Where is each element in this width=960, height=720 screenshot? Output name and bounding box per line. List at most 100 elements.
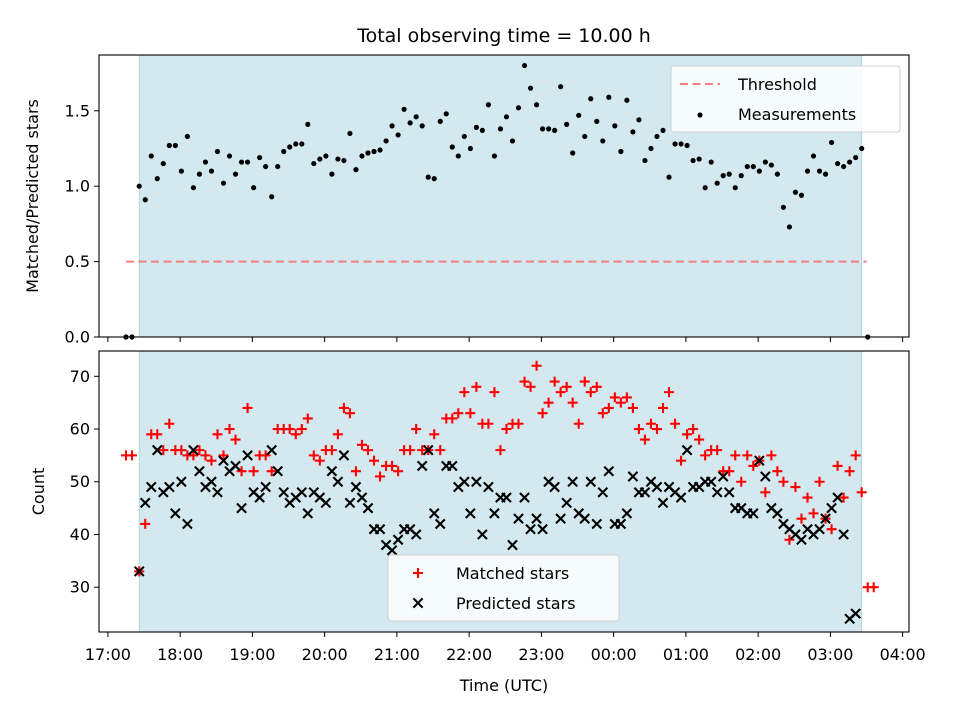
top-y-axis-ticks: 0.0 0.5 1.0 1.5 bbox=[65, 101, 99, 347]
measurement-point bbox=[768, 162, 774, 168]
measurement-point bbox=[455, 153, 461, 159]
bottom-legend: Matched stars Predicted stars bbox=[387, 554, 620, 622]
measurement-point bbox=[377, 147, 383, 153]
measurement-point bbox=[859, 145, 865, 152]
matched-star-marker bbox=[314, 455, 325, 466]
y-tick-label: 50 bbox=[70, 472, 90, 491]
measurement-point bbox=[810, 153, 817, 159]
predicted-star-marker bbox=[489, 508, 500, 519]
matched-star-marker bbox=[555, 387, 566, 398]
predicted-star-marker bbox=[717, 471, 729, 482]
predicted-star-marker bbox=[260, 481, 271, 493]
measurement-point bbox=[196, 171, 203, 177]
measurement-point bbox=[509, 138, 516, 144]
measurement-point bbox=[190, 185, 197, 191]
predicted-star-marker bbox=[458, 476, 470, 488]
top-y-axis-label: Matched/Predicted stars bbox=[23, 99, 42, 293]
matched-star-marker bbox=[826, 524, 837, 535]
measurement-point bbox=[371, 148, 377, 155]
y-tick-label: 1.0 bbox=[65, 177, 90, 196]
predicted-star-marker bbox=[296, 486, 308, 498]
measurement-point bbox=[148, 153, 154, 159]
measurement-point bbox=[720, 173, 726, 179]
measurement-point bbox=[395, 132, 401, 138]
measurement-point bbox=[744, 163, 750, 170]
predicted-star-marker bbox=[422, 444, 434, 456]
predicted-star-marker bbox=[657, 497, 669, 509]
matched-star-marker bbox=[742, 450, 753, 461]
matched-star-marker bbox=[230, 434, 241, 445]
measurement-point bbox=[798, 192, 805, 198]
predicted-star-marker bbox=[266, 444, 278, 456]
matched-star-marker bbox=[543, 397, 554, 408]
measurement-point bbox=[497, 126, 504, 132]
predicted-star-marker bbox=[681, 444, 693, 456]
matched-star-marker bbox=[796, 513, 807, 524]
matched-star-marker bbox=[651, 424, 662, 435]
measurement-point bbox=[269, 194, 275, 200]
measurement-point bbox=[841, 163, 847, 170]
measurement-point bbox=[684, 142, 690, 149]
measurement-point bbox=[263, 163, 269, 170]
matched-star-marker bbox=[188, 450, 199, 461]
measurement-point bbox=[473, 124, 479, 130]
measurement-point bbox=[437, 118, 443, 124]
matched-star-marker bbox=[296, 424, 307, 435]
y-tick-label: 70 bbox=[70, 367, 90, 386]
measurement-point bbox=[461, 133, 467, 140]
matched-star-marker bbox=[525, 381, 536, 392]
legend-matched-label: Matched stars bbox=[456, 564, 569, 583]
matched-star-marker bbox=[772, 466, 783, 477]
matched-star-marker bbox=[712, 445, 723, 456]
predicted-star-marker bbox=[537, 523, 548, 535]
matched-star-marker bbox=[802, 492, 813, 503]
measurement-point bbox=[142, 197, 148, 203]
predicted-star-marker bbox=[567, 476, 579, 488]
measurement-point bbox=[389, 123, 395, 129]
matched-star-marker bbox=[850, 450, 861, 461]
measurement-point bbox=[359, 153, 365, 159]
matched-star-marker bbox=[730, 450, 741, 461]
predicted-star-marker bbox=[392, 534, 404, 546]
predicted-star-marker bbox=[501, 492, 512, 503]
matched-star-marker bbox=[369, 455, 380, 466]
predicted-star-marker bbox=[176, 476, 187, 488]
matched-star-marker bbox=[405, 445, 416, 456]
predicted-star-marker bbox=[549, 481, 560, 493]
predicted-star-marker bbox=[163, 481, 175, 493]
matched-star-marker bbox=[832, 460, 843, 471]
measurement-point bbox=[287, 144, 293, 150]
measurement-point bbox=[708, 159, 714, 165]
bottom-legend-box bbox=[387, 554, 620, 622]
predicted-star-marker bbox=[350, 481, 362, 493]
predicted-star-marker bbox=[320, 497, 332, 509]
matched-star-marker bbox=[688, 424, 699, 435]
x-tick-label: 03:00 bbox=[807, 645, 853, 664]
predicted-star-marker bbox=[356, 492, 368, 503]
predicted-star-marker bbox=[772, 508, 783, 519]
bottom-axes-frame bbox=[98, 350, 910, 633]
predicted-star-marker bbox=[471, 476, 482, 488]
matched-star-marker bbox=[790, 482, 801, 493]
matched-star-marker bbox=[645, 418, 656, 429]
measurement-point bbox=[690, 157, 696, 164]
measurement-point bbox=[449, 144, 455, 150]
measurement-point bbox=[804, 168, 811, 174]
measurement-point bbox=[154, 176, 160, 182]
measurement-point bbox=[533, 102, 540, 108]
x-tick-label: 21:00 bbox=[374, 645, 420, 664]
measurement-point bbox=[600, 138, 606, 144]
matched-star-marker bbox=[411, 424, 422, 435]
matched-star-marker bbox=[200, 450, 211, 461]
matched-star-marker bbox=[603, 402, 614, 413]
matched-star-marker bbox=[664, 387, 675, 398]
x-tick-label: 02:00 bbox=[735, 645, 781, 664]
measurement-point bbox=[582, 133, 588, 140]
measurement-point bbox=[401, 106, 407, 112]
measurement-point bbox=[570, 150, 576, 156]
matched-star-marker bbox=[736, 476, 747, 487]
predicted-star-marker bbox=[561, 497, 573, 509]
measurement-point bbox=[323, 153, 329, 159]
predicted-star-marker bbox=[513, 513, 524, 524]
x-tick-label: 04:00 bbox=[880, 645, 926, 664]
